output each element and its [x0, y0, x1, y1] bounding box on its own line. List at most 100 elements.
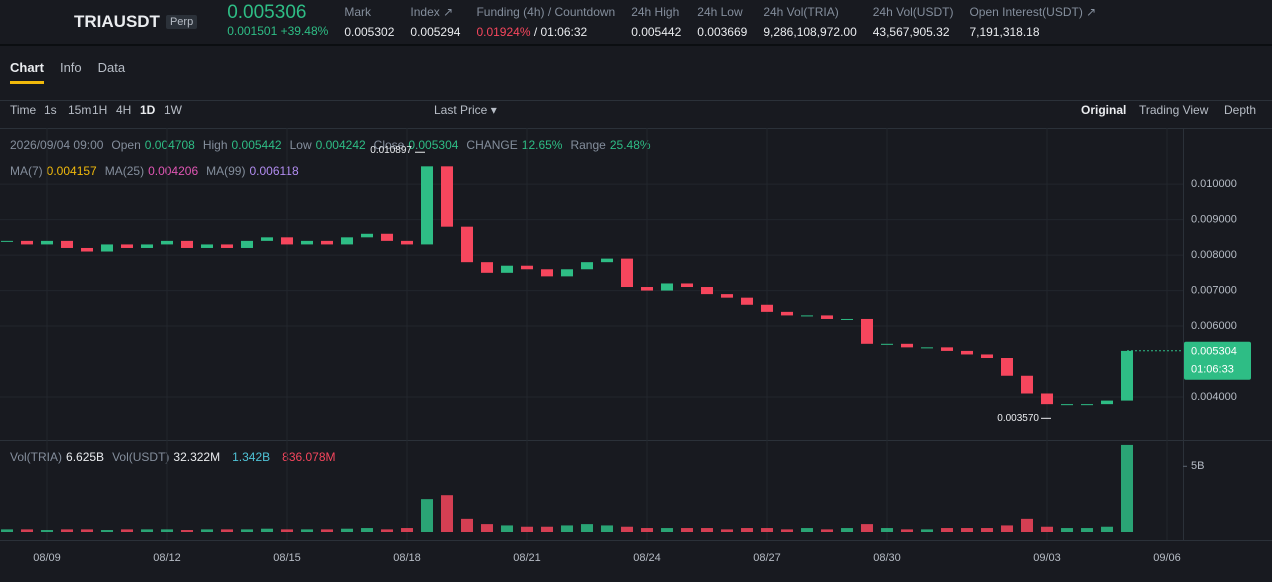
x-tick-label: 08/09 [33, 552, 61, 564]
volume-bar [821, 529, 833, 532]
interval[interactable]: 15m [68, 103, 92, 117]
candle [781, 311, 793, 316]
candle [721, 294, 733, 298]
volume-bar [741, 528, 753, 532]
interval[interactable]: 1s [44, 103, 57, 117]
candle [121, 244, 133, 248]
candle [881, 343, 893, 345]
candle [381, 233, 393, 241]
tab[interactable]: Info [59, 60, 82, 75]
candle [321, 240, 333, 245]
volume-bar [801, 528, 813, 532]
volume-bar [601, 525, 613, 532]
y-tick-label: 0.006000 [1191, 320, 1237, 332]
view[interactable]: Trading View [1139, 103, 1209, 117]
volume-bar [1041, 526, 1053, 532]
ohlc: 2026/09/04 09:00 Open 0.004708 High 0.005442… [10, 138, 659, 152]
ohlc-date: 2026/09/04 09:00 [10, 138, 104, 152]
volume-bar [641, 528, 653, 532]
x-tick-label: 08/21 [513, 552, 541, 564]
candle [741, 297, 753, 305]
candle [701, 287, 713, 295]
candle [1101, 400, 1113, 405]
volume-bar [681, 528, 693, 532]
ohlc-value: 0.004708 [144, 138, 195, 152]
ma-label: MA(7) [10, 164, 43, 178]
candle [501, 265, 513, 273]
candle [821, 315, 833, 319]
symbol[interactable]: TRIAUSDT [74, 12, 160, 31]
ma-label: MA(25) [104, 164, 145, 178]
x-tick-label: 08/24 [633, 552, 661, 564]
interval[interactable]: 1W [164, 103, 182, 117]
volume-bar [61, 529, 73, 532]
volume-bar [721, 529, 733, 532]
stat-label: 24h High [631, 5, 680, 19]
volume-bar [381, 529, 393, 532]
candle [961, 350, 973, 355]
tab[interactable]: Data [97, 60, 126, 75]
tab[interactable]: Chart [10, 60, 44, 84]
candle [481, 262, 493, 273]
candle [761, 304, 773, 312]
candle [161, 240, 173, 245]
low-label: 0.003570 [997, 413, 1039, 424]
volume-bar [21, 529, 33, 532]
candle [241, 240, 253, 248]
toolbar: Time 1s 15m 1H 4H 1D 1W Last Price ▾ Original Tra… [0, 100, 1272, 129]
candle [801, 315, 813, 317]
ohlc-value: 0.005304 [408, 138, 459, 152]
stat-label: Open Interest(USDT) ↗ [969, 5, 1097, 19]
ma-value: 0.006118 [249, 164, 299, 178]
ohlc-label: Low [289, 138, 312, 152]
stat: 24h High 0.005442 [631, 2, 681, 42]
stat: 24h Low 0.003669 [697, 2, 747, 42]
volume-bar [781, 529, 793, 532]
candle [681, 283, 693, 288]
volume-bar [141, 529, 153, 532]
stat-label: Index ↗ [410, 5, 454, 19]
price-mode[interactable]: Last Price ▾ [434, 103, 497, 117]
candle [581, 262, 593, 270]
ohlc-label: High [202, 138, 228, 152]
candle [1061, 404, 1073, 406]
volume-bar [301, 529, 313, 532]
stat-value: 0.003669 [697, 22, 747, 42]
interval[interactable]: 1H [92, 103, 108, 117]
y-tick-label: 0.010000 [1191, 178, 1237, 190]
volume-bar [1061, 528, 1073, 532]
candle [361, 233, 373, 238]
stat-label: Mark [344, 5, 371, 19]
view[interactable]: Depth [1224, 103, 1257, 117]
x-tick-label: 08/30 [873, 552, 901, 564]
candle [81, 247, 93, 252]
volume-bar [1, 529, 13, 532]
countdown-tag: 01:06:33 [1191, 364, 1234, 376]
volume-bar [441, 495, 453, 532]
candle [621, 258, 633, 288]
y-tick-label: 0.009000 [1191, 213, 1237, 225]
stat-value-text: 7,191,318.18 [969, 25, 1040, 39]
stat-value-text: 0.01924% [476, 25, 531, 39]
volume-bar [1021, 518, 1033, 532]
ohlc-value: 0.005442 [231, 138, 282, 152]
stat: Index ↗ 0.005294 [410, 2, 460, 42]
volume-bar [101, 530, 113, 532]
candle [541, 269, 553, 277]
volume-bar [861, 524, 873, 532]
volume-bar [321, 529, 333, 532]
stat-value-text: 0.003669 [697, 25, 748, 39]
volume-bar [1001, 525, 1013, 532]
stat: 24h Vol(TRIA) 9,286,108,972.00 [763, 2, 856, 42]
interval[interactable]: 4H [116, 103, 132, 117]
volume-bar [481, 524, 493, 532]
vol-value: 1.342B [232, 450, 271, 464]
candle [921, 347, 933, 349]
stat-value-text: 0.005302 [344, 25, 395, 39]
change-pct: +39.48% [280, 24, 329, 38]
interval[interactable]: 1D [140, 103, 156, 117]
interval[interactable]: Time [10, 103, 37, 117]
view[interactable]: Original [1081, 103, 1127, 117]
candle [181, 240, 193, 248]
stat: Open Interest(USDT) ↗ 7,191,318.18 [969, 2, 1096, 42]
